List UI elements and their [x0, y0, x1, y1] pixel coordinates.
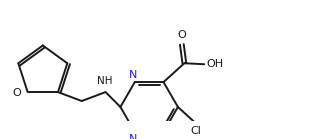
Text: Cl: Cl [190, 126, 201, 136]
Text: NH: NH [97, 76, 112, 86]
Text: OH: OH [206, 59, 223, 69]
Text: N: N [129, 70, 137, 80]
Text: O: O [12, 88, 21, 98]
Text: O: O [177, 30, 186, 40]
Text: N: N [129, 134, 137, 139]
